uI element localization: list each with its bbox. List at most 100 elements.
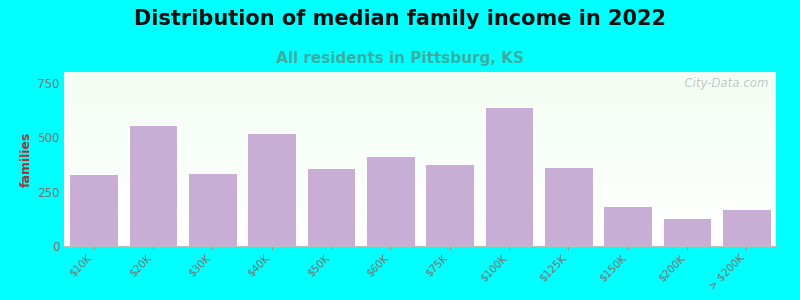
Bar [64, 171, 776, 172]
Bar [64, 122, 776, 123]
Bar [64, 183, 776, 184]
Bar [64, 146, 776, 147]
Bar [64, 241, 776, 242]
Bar [366, 156, 414, 246]
Bar [64, 101, 776, 102]
Bar [64, 97, 776, 98]
Bar [64, 127, 776, 128]
Bar [64, 115, 776, 116]
Bar [485, 107, 534, 246]
Bar [64, 137, 776, 138]
Bar [70, 174, 118, 246]
Bar [64, 217, 776, 218]
Bar [64, 169, 776, 170]
Bar [64, 243, 776, 244]
Bar [64, 199, 776, 200]
Bar [64, 182, 776, 183]
Bar [64, 227, 776, 228]
Bar [64, 222, 776, 223]
Bar [64, 113, 776, 114]
Bar [64, 174, 776, 175]
Bar [64, 238, 776, 239]
Bar [64, 92, 776, 93]
Bar [64, 163, 776, 164]
Bar [64, 189, 776, 190]
Bar [64, 125, 776, 126]
Bar [64, 191, 776, 192]
Bar [64, 184, 776, 185]
Bar [64, 179, 776, 180]
Bar [544, 167, 593, 246]
Bar [64, 175, 776, 176]
Bar [64, 128, 776, 129]
Bar [64, 107, 776, 108]
Bar [64, 236, 776, 237]
Bar [64, 111, 776, 112]
Bar [64, 156, 776, 157]
Bar [64, 205, 776, 206]
Bar [64, 192, 776, 193]
Bar [64, 116, 776, 117]
Bar [64, 143, 776, 144]
Bar [722, 209, 770, 246]
Bar [64, 138, 776, 139]
Bar [64, 194, 776, 195]
Bar [426, 164, 474, 246]
Bar [64, 196, 776, 197]
Bar [64, 198, 776, 199]
Bar [64, 208, 776, 209]
Bar [662, 218, 711, 246]
Bar [64, 140, 776, 141]
Bar [64, 82, 776, 83]
Bar [64, 211, 776, 212]
Bar [64, 118, 776, 119]
Bar [64, 214, 776, 215]
Bar [64, 72, 776, 73]
Bar [64, 155, 776, 156]
Bar [64, 235, 776, 236]
Bar [64, 106, 776, 107]
Bar [64, 201, 776, 202]
Bar [64, 123, 776, 124]
Bar [64, 154, 776, 155]
Bar [64, 74, 776, 75]
Bar [64, 216, 776, 217]
Bar [64, 237, 776, 238]
Bar [64, 98, 776, 99]
Bar [64, 91, 776, 92]
Bar [64, 153, 776, 154]
Bar [64, 82, 776, 83]
Bar [64, 206, 776, 207]
Bar [64, 114, 776, 115]
Bar [64, 99, 776, 100]
Bar [64, 121, 776, 122]
Bar [64, 87, 776, 88]
Bar [64, 168, 776, 169]
Bar [64, 149, 776, 150]
Bar [603, 206, 652, 246]
Bar [64, 147, 776, 148]
Bar [64, 79, 776, 80]
Bar [64, 154, 776, 155]
Bar [64, 96, 776, 97]
Bar [64, 234, 776, 235]
Text: All residents in Pittsburg, KS: All residents in Pittsburg, KS [276, 51, 524, 66]
Bar [64, 126, 776, 127]
Bar [64, 203, 776, 204]
Bar [64, 244, 776, 245]
Bar [64, 129, 776, 130]
Bar [64, 133, 776, 134]
Bar [64, 231, 776, 232]
Bar [64, 131, 776, 132]
Bar [64, 105, 776, 106]
Bar [64, 164, 776, 165]
Bar [64, 200, 776, 201]
Bar [64, 240, 776, 241]
Bar [64, 158, 776, 159]
Bar [64, 78, 776, 79]
Bar [64, 104, 776, 105]
Bar [64, 242, 776, 243]
Bar [64, 76, 776, 77]
Bar [64, 215, 776, 216]
Bar [64, 220, 776, 221]
